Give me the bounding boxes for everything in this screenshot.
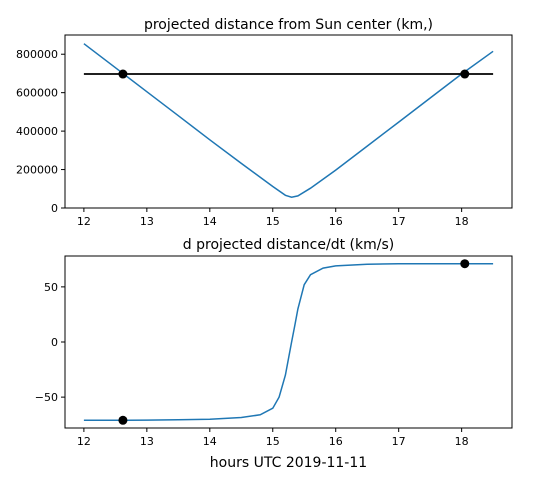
bottom-x-tick-label: 13 — [140, 435, 154, 448]
bottom-plot-xlabel: hours UTC 2019-11-11 — [210, 455, 367, 471]
top-y-tick-label: 0 — [51, 202, 58, 215]
top-y-tick-label: 600000 — [16, 87, 58, 100]
top-plot-title: projected distance from Sun center (km,) — [144, 17, 433, 33]
top-series-line-0 — [83, 43, 494, 198]
top-x-tick-label: 12 — [77, 215, 91, 228]
top-y-tick-label: 800000 — [16, 48, 58, 61]
top-x-tick-label: 14 — [203, 215, 217, 228]
bottom-x-tick-label: 17 — [392, 435, 406, 448]
top-plot: projected distance from Sun center (km,)… — [16, 17, 513, 228]
top-axes-frame — [64, 34, 513, 209]
bottom-y-tick-label: 0 — [51, 336, 58, 349]
bottom-y-tick-label: 50 — [44, 281, 58, 294]
top-marker-1 — [460, 69, 470, 79]
top-y-tick-label: 400000 — [16, 125, 58, 138]
bottom-marker-0 — [118, 415, 128, 425]
bottom-y-tick-label: −50 — [35, 391, 58, 404]
top-marker-0 — [118, 69, 128, 79]
top-x-tick-label: 17 — [392, 215, 406, 228]
top-y-tick-label: 200000 — [16, 164, 58, 177]
top-x-tick-label: 18 — [455, 215, 469, 228]
top-x-tick-label: 16 — [329, 215, 343, 228]
bottom-series-line-0 — [83, 262, 494, 422]
bottom-marker-1 — [460, 259, 470, 269]
bottom-x-tick-label: 14 — [203, 435, 217, 448]
bottom-x-tick-label: 15 — [266, 435, 280, 448]
bottom-x-tick-label: 18 — [455, 435, 469, 448]
top-x-tick-label: 15 — [266, 215, 280, 228]
bottom-plot-title: d projected distance/dt (km/s) — [183, 237, 394, 253]
bottom-x-tick-label: 12 — [77, 435, 91, 448]
bottom-x-tick-label: 16 — [329, 435, 343, 448]
bottom-plot: d projected distance/dt (km/s) hours UTC… — [35, 237, 513, 471]
bottom-axes-frame — [64, 255, 513, 429]
top-x-tick-label: 13 — [140, 215, 154, 228]
